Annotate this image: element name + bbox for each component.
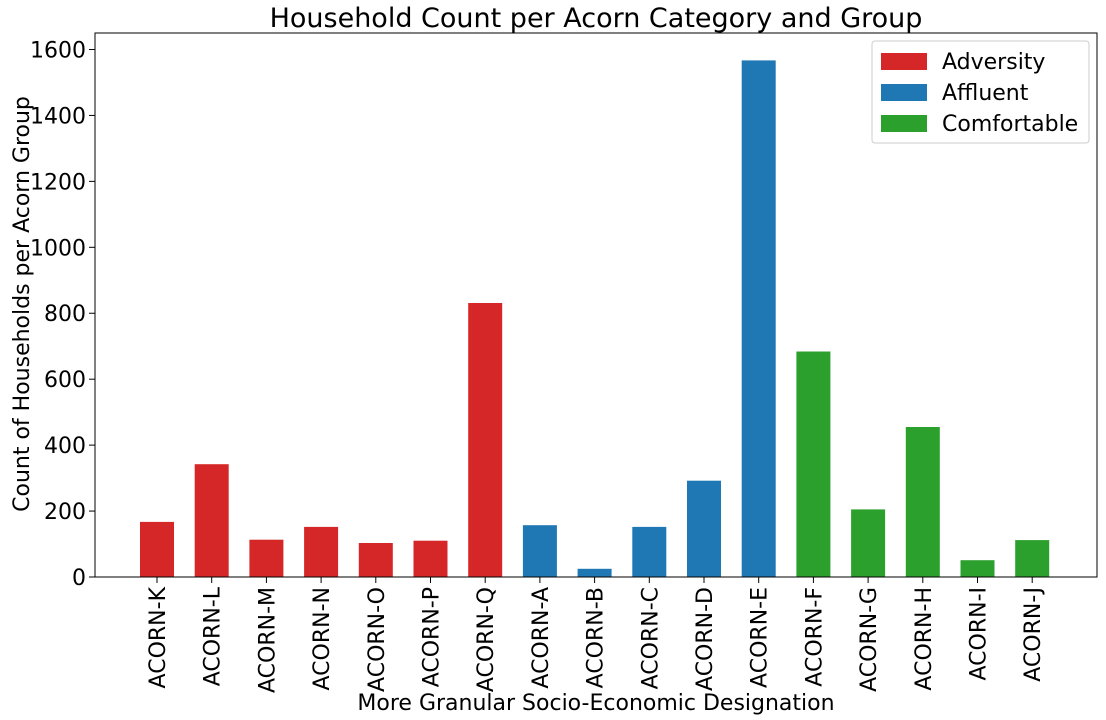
x-tick-label-acorn-l: ACORN-L xyxy=(201,586,226,686)
y-tick-label: 1400 xyxy=(30,104,86,129)
y-tick-label: 400 xyxy=(44,434,86,459)
x-tick-label-acorn-i: ACORN-I xyxy=(967,587,992,681)
bar-acorn-h xyxy=(905,427,940,577)
legend-label-comfortable: Comfortable xyxy=(942,112,1078,137)
bar-acorn-p xyxy=(413,540,448,577)
y-tick-label: 1600 xyxy=(30,38,86,63)
axes-layer xyxy=(94,32,1098,578)
x-tick-label-acorn-h: ACORN-H xyxy=(912,587,937,691)
x-tick-label-acorn-q: ACORN-Q xyxy=(474,587,499,692)
legend-swatch-adversity xyxy=(881,53,927,70)
x-tick-label-acorn-m: ACORN-M xyxy=(255,587,280,693)
x-tick-label-acorn-c: ACORN-C xyxy=(638,587,663,689)
bar-acorn-k xyxy=(140,521,174,577)
x-tick-label-acorn-f: ACORN-F xyxy=(802,587,827,687)
bar-acorn-f xyxy=(796,351,831,577)
y-axis-label: Count of Households per Acorn Group xyxy=(10,96,35,512)
y-tick-label: 1000 xyxy=(30,236,86,261)
bar-acorn-c xyxy=(632,526,667,577)
chart-title: Household Count per Acorn Category and G… xyxy=(270,3,923,34)
bars-layer xyxy=(140,60,1050,577)
legend-label-adversity: Adversity xyxy=(942,50,1045,75)
y-tick-label: 800 xyxy=(44,302,86,327)
x-axis-label: More Granular Socio-Economic Designation xyxy=(357,691,834,716)
bar-acorn-m xyxy=(249,539,284,577)
y-tick-label: 600 xyxy=(44,368,86,393)
plot-frame xyxy=(94,32,1098,578)
bar-acorn-i xyxy=(960,560,995,577)
x-tick-label-acorn-a: ACORN-A xyxy=(529,587,554,689)
x-tick-label-acorn-o: ACORN-O xyxy=(365,587,390,692)
y-ticks-layer: 0 200 400 600 800 1000 1200 1400 1600 xyxy=(30,38,95,591)
x-tick-label-acorn-n: ACORN-N xyxy=(310,587,335,690)
legend-swatch-affluent xyxy=(881,84,927,101)
y-tick-label: 1200 xyxy=(30,170,86,195)
x-tick-label-acorn-j: ACORN-J xyxy=(1021,587,1046,682)
bar-acorn-j xyxy=(1015,540,1050,577)
bar-acorn-n xyxy=(304,526,339,577)
bar-acorn-g xyxy=(851,509,886,577)
y-tick-label: 0 xyxy=(72,566,86,591)
x-tick-label-acorn-p: ACORN-P xyxy=(420,587,445,687)
bar-acorn-d xyxy=(687,480,721,577)
legend: Adversity Affluent Comfortable xyxy=(871,40,1090,144)
bar-acorn-b xyxy=(577,568,612,577)
bar-acorn-l xyxy=(194,464,229,577)
legend-label-affluent: Affluent xyxy=(942,81,1029,106)
bar-acorn-q xyxy=(468,303,503,577)
x-tick-label-acorn-d: ACORN-D xyxy=(693,587,718,691)
legend-swatch-comfortable xyxy=(881,115,927,132)
x-tick-label-acorn-e: ACORN-E xyxy=(748,587,773,688)
bar-acorn-a xyxy=(522,525,557,577)
bar-acorn-e xyxy=(741,60,776,577)
x-ticks-layer: ACORN-K ACORN-L ACORN-M ACORN-N ACORN-O ACORN… xyxy=(146,577,1046,693)
bar-acorn-o xyxy=(358,543,393,577)
y-tick-label: 200 xyxy=(44,500,86,525)
x-tick-label-acorn-g: ACORN-G xyxy=(857,587,882,692)
x-tick-label-acorn-k: ACORN-K xyxy=(146,586,171,688)
x-tick-label-acorn-b: ACORN-B xyxy=(584,587,609,688)
